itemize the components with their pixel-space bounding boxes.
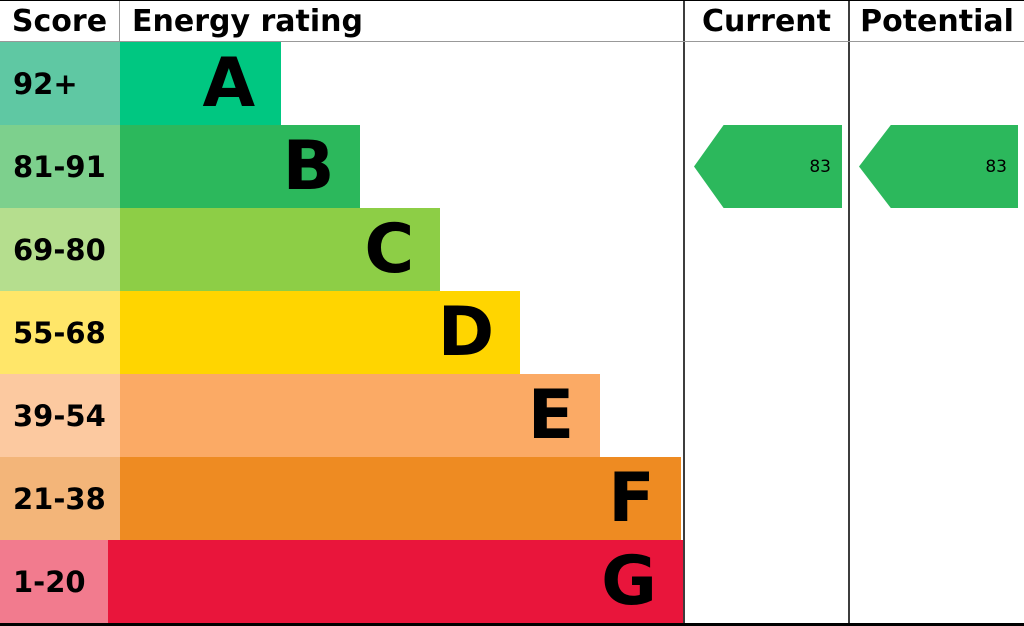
current-rating-value: 83 <box>809 156 831 177</box>
rating-letter-e: E <box>527 375 575 455</box>
score-column-header: Score <box>0 1 120 41</box>
score-range-c: 69-80 <box>0 208 120 291</box>
rating-letter-b: B <box>282 126 335 206</box>
rating-bands: 92+ A 81-91 B 69-80 C 55-68 <box>0 42 683 623</box>
energy-rating-column-header: Energy rating <box>132 3 363 39</box>
current-column-header: Current <box>683 1 848 41</box>
potential-rating-arrow: 83 <box>859 125 1018 208</box>
current-rating-arrow: 83 <box>694 125 842 208</box>
score-range-f: 21-38 <box>0 457 120 540</box>
band-row-b: 81-91 B <box>0 125 683 208</box>
score-range-b: 81-91 <box>0 125 120 208</box>
rating-letter-f: F <box>608 458 655 538</box>
band-row-e: 39-54 E <box>0 374 683 457</box>
score-range-g: 1-20 <box>0 540 109 623</box>
rating-letter-g: G <box>601 541 657 621</box>
rating-bar-f: F <box>120 457 681 540</box>
band-row-c: 69-80 C <box>0 208 683 291</box>
rating-bar-c: C <box>120 208 441 291</box>
rating-letter-a: A <box>202 43 256 123</box>
chart-bottom-border <box>0 623 1024 626</box>
chart-body: 92+ A 81-91 B 69-80 C 55-68 <box>0 42 1024 623</box>
rating-bar-e: E <box>120 374 601 457</box>
score-range-e: 39-54 <box>0 374 120 457</box>
current-column: 83 <box>683 42 848 623</box>
potential-column: 83 <box>848 42 1024 623</box>
potential-column-header: Potential <box>848 1 1024 41</box>
chart-header: Score Energy rating Current Potential <box>0 1 1024 42</box>
rating-bar-d: D <box>120 291 521 374</box>
band-row-a: 92+ A <box>0 42 683 125</box>
rating-bar-g: G <box>108 540 683 623</box>
rating-bar-a: A <box>120 42 282 125</box>
band-row-f: 21-38 F <box>0 457 683 540</box>
band-row-g: 1-20 G <box>0 540 683 623</box>
score-range-a: 92+ <box>0 42 120 125</box>
rating-letter-c: C <box>364 209 415 289</box>
potential-rating-value: 83 <box>985 156 1007 177</box>
score-range-d: 55-68 <box>0 291 120 374</box>
rating-letter-d: D <box>437 292 495 372</box>
band-row-d: 55-68 D <box>0 291 683 374</box>
rating-bar-b: B <box>120 125 361 208</box>
